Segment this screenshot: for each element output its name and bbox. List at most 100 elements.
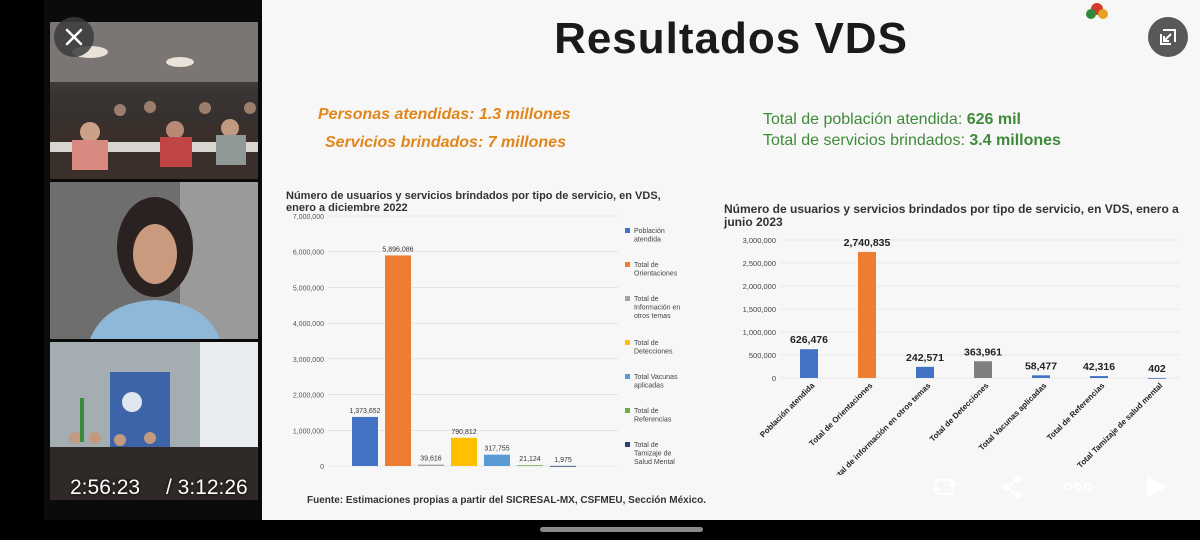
chart2-category-label: Población atendida [758, 381, 817, 440]
total-population-line: Total de población atendida: 626 mil [763, 111, 1021, 129]
speaker-image [50, 182, 258, 339]
total-time: / 3:12:26 [166, 476, 248, 499]
chart1-legend-swatch [625, 228, 630, 233]
chart2-bar [800, 349, 818, 378]
chart2-ytick: 1,500,000 [743, 305, 776, 314]
exit-pip-button[interactable] [1148, 17, 1188, 57]
chart1-legend-swatch [625, 296, 630, 301]
chart1-ytick: 5,000,000 [293, 285, 324, 292]
chart1-ytick: 0 [320, 464, 324, 471]
chart2-ytick: 3,000,000 [743, 236, 776, 245]
chart1-bar [517, 465, 543, 467]
presentation-slide: Resultados VDS Personas atendidas: 1.3 m… [262, 0, 1200, 520]
share-icon [1002, 475, 1022, 499]
chart1-legend-swatch [625, 340, 630, 345]
more-button[interactable] [1062, 472, 1094, 502]
chart2-title: Número de usuarios y servicios brindados… [724, 202, 1179, 229]
chart2-category-label: Total Vacunas aplicadas [977, 381, 1049, 453]
webcam-speaker [50, 182, 258, 339]
source-note: Fuente: Estimaciones propias a partir de… [307, 495, 706, 506]
chart2-bar [1148, 377, 1166, 379]
chart2-data-label: 2,740,835 [844, 237, 891, 249]
chart1-title: Número de usuarios y servicios brindados… [286, 190, 661, 214]
slide-title: Resultados VDS [554, 14, 908, 63]
chart2-category-label: Total de Referencias [1045, 381, 1107, 443]
share-button[interactable] [997, 472, 1029, 502]
chart1-data-label: 1,975 [554, 457, 572, 464]
chart1-ytick: 4,000,000 [293, 321, 324, 328]
chart2-ytick: 500,000 [749, 351, 776, 360]
chart1-ytick: 6,000,000 [293, 250, 324, 257]
chart2-category-label: Total de Orientaciones [807, 381, 874, 448]
chart2-ytick: 1,000,000 [743, 328, 776, 337]
play-icon [1147, 476, 1167, 498]
chart2-data-label: 363,961 [964, 346, 1002, 358]
more-icon [1063, 482, 1093, 492]
chart2-bar [858, 251, 876, 378]
close-icon [65, 28, 83, 46]
chart2-bar [974, 361, 992, 378]
chart1-bar [385, 255, 411, 466]
chart1-bar [484, 454, 510, 466]
chart2-data-label: 58,477 [1025, 360, 1057, 372]
chart1-data-label: 317,755 [484, 446, 509, 453]
chart1-legend-label: Total de Información en otros temas [634, 296, 680, 320]
webcam-column [44, 0, 262, 520]
chart1-legend-swatch [625, 442, 630, 447]
panel-image [50, 342, 258, 500]
chart2-data-label: 626,476 [790, 334, 828, 346]
chart1-legend-label: Total de Orientaciones [634, 262, 678, 278]
chart1-legend-label: Población atendida [634, 228, 665, 244]
chart1-ytick: 2,000,000 [293, 393, 324, 400]
total-services-line: Total de servicios brindados: 3.4 millon… [763, 132, 1061, 150]
webcam-panel [50, 342, 258, 500]
chart1-data-label: 39,616 [420, 456, 442, 463]
chart1-bar [418, 464, 444, 466]
chart1-bar [550, 465, 576, 467]
repeat-button[interactable] [928, 472, 960, 502]
chart1-bar [451, 437, 477, 466]
pip-exit-icon [1160, 29, 1176, 45]
people-served-highlight: Personas atendidas: 1.3 millones [318, 106, 571, 123]
chart1-legend-label: Total de Tamizaje de Salud Mental [634, 442, 675, 466]
chart2-data-label: 42,316 [1083, 361, 1115, 373]
chart2-category-label: Total de información en otros temas [829, 381, 933, 475]
chart1-bar [352, 416, 378, 466]
chart1-data-label: 1,373,652 [349, 408, 380, 415]
chart1-legend-swatch [625, 374, 630, 379]
current-time: 2:56:23 [70, 476, 141, 499]
chart2-ytick: 2,500,000 [743, 259, 776, 268]
chart1-data-label: 5,896,086 [382, 246, 413, 253]
chart1-legend-swatch [625, 408, 630, 413]
chart2-ytick: 2,000,000 [743, 282, 776, 291]
total-population-label: Total de población atendida: [763, 111, 967, 128]
chart-2023: 0 500,000 1,000,000 1,500,000 2,000,000 2,500… [743, 236, 1180, 475]
chart2-ytick: 0 [772, 374, 776, 383]
chart1-ytick: 7,000,000 [293, 214, 324, 221]
total-services-value: 3.4 millones [969, 132, 1061, 149]
chart1-data-label: 790,812 [451, 429, 476, 436]
repeat-icon [931, 479, 957, 495]
chart2-bar [1032, 375, 1050, 378]
chart-2022: 0 1,000,000 2,000,000 3,000,000 4,000,000 5,0… [293, 214, 681, 471]
chart2-bar [916, 366, 934, 378]
close-button[interactable] [54, 17, 94, 57]
audience-image [50, 22, 258, 179]
chart1-legend-label: Total de Detecciones [634, 340, 673, 356]
total-population-value: 626 mil [966, 111, 1021, 128]
home-indicator[interactable] [540, 527, 703, 532]
play-button[interactable] [1140, 472, 1172, 502]
chart1-ytick: 3,000,000 [293, 357, 324, 364]
chart2-category-label: Total de Detecciones [928, 381, 991, 444]
services-provided-highlight: Servicios brindados: 7 millones [325, 134, 566, 151]
chart2-bar [1090, 376, 1108, 378]
chart2-data-label: 402 [1148, 363, 1166, 375]
logo-icon [1082, 0, 1112, 26]
chart1-legend-swatch [625, 262, 630, 267]
video-frame[interactable]: Resultados VDS Personas atendidas: 1.3 m… [44, 0, 1200, 520]
chart1-legend-label: Total de Referencias [634, 408, 672, 424]
chart1-data-label: 21,124 [519, 456, 541, 463]
chart1-legend-label: Total Vacunas aplicadas [634, 374, 678, 390]
chart1-ytick: 1,000,000 [293, 428, 324, 435]
